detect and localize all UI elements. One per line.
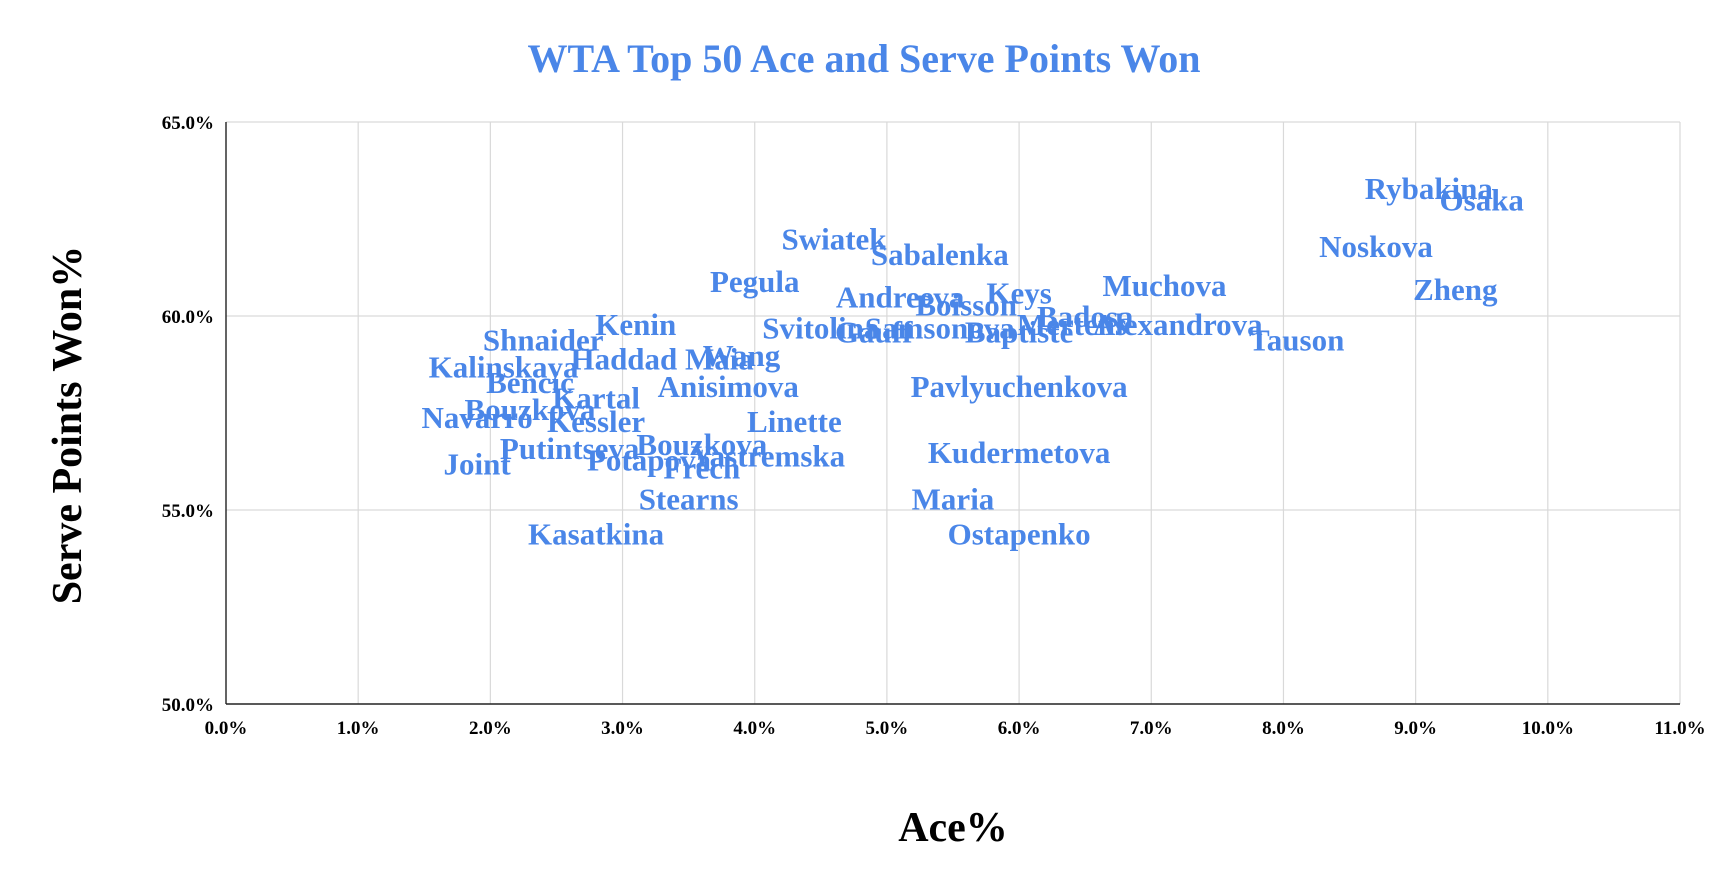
data-point-label: Putintseva [500, 431, 640, 466]
data-point-label: Kalinskaya [429, 349, 579, 384]
x-tick-label: 5.0% [866, 718, 909, 739]
data-point-label: Samsonova [865, 311, 1015, 346]
x-tick-label: 6.0% [998, 718, 1041, 739]
x-tick-label: 10.0% [1522, 718, 1574, 739]
y-tick-label: 55.0% [162, 501, 214, 522]
data-point-label: Baptiste [965, 315, 1074, 350]
data-point-label: Potapova [587, 443, 712, 478]
y-axis-title: Serve Points Won% [45, 246, 91, 605]
chart-title: WTA Top 50 Ace and Serve Points Won [527, 36, 1200, 81]
data-point-label: Keys [986, 276, 1051, 311]
x-tick-label: 9.0% [1394, 718, 1437, 739]
data-point-label: Frech [663, 450, 740, 485]
x-tick-label: 0.0% [205, 718, 248, 739]
x-axis-title: Ace% [898, 805, 1008, 851]
data-point-label: Badosa [1037, 299, 1134, 334]
data-point-label: Kenin [595, 307, 676, 342]
data-point-label: Pegula [710, 264, 800, 299]
x-tick-label: 7.0% [1130, 718, 1173, 739]
x-tick-label: 2.0% [469, 718, 512, 739]
data-point-label: Stearns [639, 481, 739, 516]
data-point-label: Tauson [1249, 322, 1344, 357]
data-point-label: Ostapenko [948, 516, 1091, 551]
data-point-label: Zheng [1413, 272, 1498, 307]
data-point-label: Bouzkova [465, 392, 596, 427]
data-point-label: Bouzkova [636, 427, 767, 462]
data-point-label: Kartal [552, 380, 640, 415]
x-tick-label: 1.0% [337, 718, 380, 739]
data-point-label: Pavlyuchenkova [911, 369, 1129, 404]
data-point-label: Haddad Maia [570, 342, 754, 377]
data-point-label: Rybakina [1365, 171, 1494, 206]
data-point-label: Maria [912, 481, 995, 516]
x-tick-label: 11.0% [1654, 718, 1705, 739]
data-point-label: Andreeva [836, 280, 965, 315]
x-tick-label: 8.0% [1262, 718, 1305, 739]
x-tick-label: 3.0% [601, 718, 644, 739]
data-point-label: Kasatkina [528, 516, 665, 551]
x-tick-label: 4.0% [733, 718, 776, 739]
data-point-label: Navarro [421, 400, 532, 435]
y-tick-label: 65.0% [162, 113, 214, 134]
x-gridlines [357, 122, 1681, 704]
data-point-label: Alexandrova [1093, 307, 1263, 342]
data-point-label: Joint [444, 446, 512, 481]
data-point-label: Noskova [1319, 229, 1433, 264]
data-point-label: Boisson [915, 287, 1017, 322]
data-point-label: Mertens [1017, 307, 1127, 342]
data-point-label: Sabalenka [871, 237, 1009, 272]
data-point-label: Anisimova [658, 369, 800, 404]
data-point-label: Kessler [547, 404, 645, 439]
data-point-label: Yastremska [691, 439, 846, 474]
y-tick-label: 50.0% [162, 695, 214, 716]
data-point-label: Kudermetova [928, 435, 1111, 470]
y-tick-label: 60.0% [162, 307, 214, 328]
data-point-label: Muchova [1102, 268, 1227, 303]
y-gridlines [226, 121, 1680, 511]
data-point-label: Gauff [835, 315, 913, 350]
data-point-label: Wang [703, 338, 781, 373]
data-point-label: Shnaider [483, 322, 604, 357]
x-tick-labels: 0.0% 1.0% 2.0% 3.0% 4.0% 5.0% 6.0% 7.0% 8.0% 9.0%… [205, 718, 1706, 739]
data-point-label: Linette [747, 404, 842, 439]
data-point-label: Svitolina [762, 311, 880, 346]
data-point-label: Bencic [486, 365, 574, 400]
y-tick-labels: 50.0% 55.0% 60.0% 65.0% [162, 113, 214, 716]
data-point-label: Osaka [1440, 183, 1525, 218]
data-point-label: Swiatek [781, 221, 887, 256]
